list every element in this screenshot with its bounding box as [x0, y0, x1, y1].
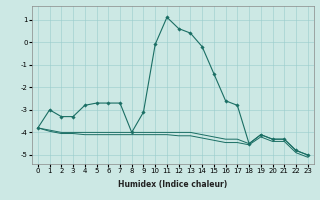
X-axis label: Humidex (Indice chaleur): Humidex (Indice chaleur): [118, 180, 228, 189]
